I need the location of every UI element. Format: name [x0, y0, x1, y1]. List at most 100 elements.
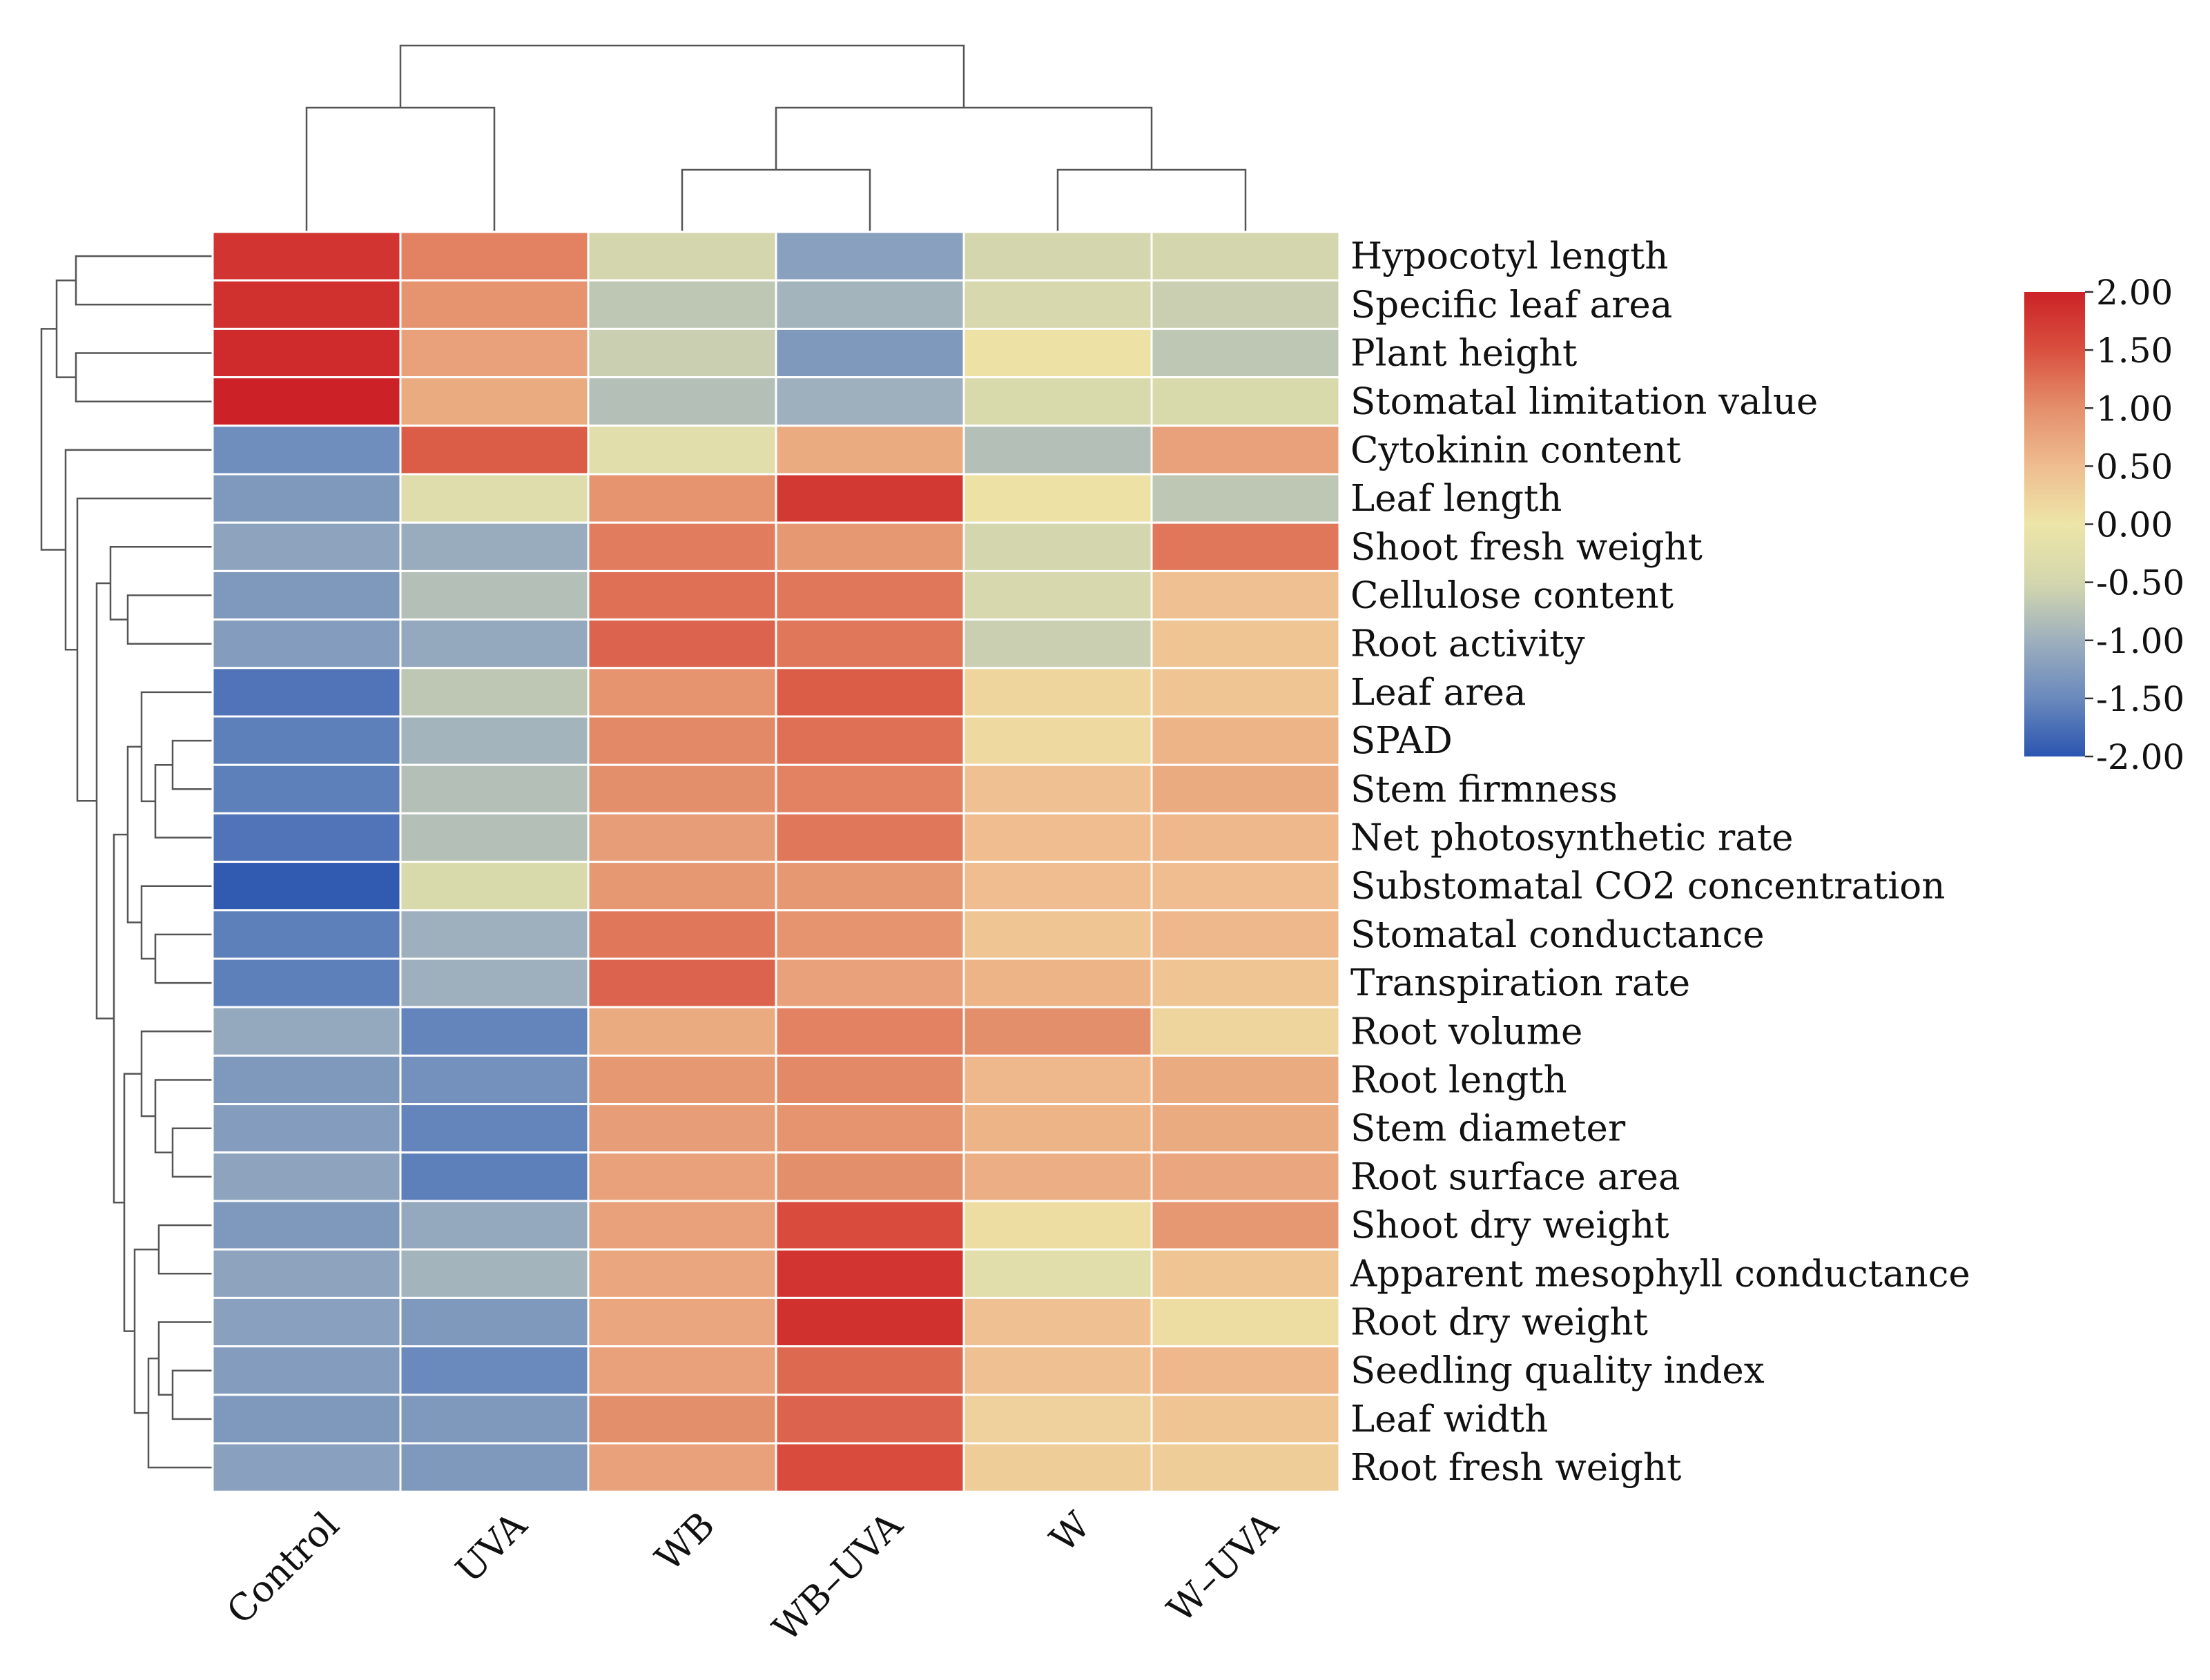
heatmap-cell	[962, 1442, 1153, 1493]
column-label: W–UVA	[1160, 1504, 1287, 1631]
dendrogram-branch	[305, 106, 496, 232]
heatmap-cell	[399, 376, 590, 427]
dendrogram-branch	[775, 106, 1153, 170]
colorbar-tick-label: 1.00	[2096, 389, 2173, 429]
dendrogram-branch	[123, 1073, 142, 1332]
heatmap-cell	[962, 231, 1153, 282]
heatmap-cell	[211, 812, 402, 863]
heatmap-cell	[962, 1394, 1153, 1445]
heatmap-cell	[211, 473, 402, 524]
heatmap-cell	[399, 1054, 590, 1106]
heatmap-cell	[587, 521, 777, 572]
heatmap-cell	[962, 1103, 1153, 1154]
heatmap-cell	[962, 279, 1153, 330]
heatmap-cell	[775, 1345, 965, 1396]
heatmap-cell	[587, 1394, 777, 1445]
heatmap-cell	[587, 1103, 777, 1154]
heatmap-cell	[399, 473, 590, 524]
heatmap-cell	[775, 279, 965, 330]
dendrogram-branch	[126, 745, 142, 924]
heatmap-cell	[775, 1442, 965, 1493]
heatmap-cell	[1150, 521, 1341, 572]
heatmap-cell	[211, 424, 402, 476]
heatmap-cell	[1150, 327, 1341, 379]
heatmap-cell	[962, 327, 1153, 379]
heatmap-cell	[211, 909, 402, 960]
heatmap-cell	[1150, 231, 1341, 282]
heatmap-cell	[775, 1006, 965, 1057]
colorbar-tick-label: -1.00	[2096, 621, 2184, 661]
heatmap-cell	[399, 957, 590, 1008]
heatmap-cell	[587, 1345, 777, 1396]
dendrogram-branch	[171, 1127, 213, 1178]
heatmap-cell	[211, 667, 402, 718]
heatmap-cell	[1150, 1296, 1341, 1348]
dendrogram-branch	[681, 168, 871, 232]
heatmap-cell	[399, 715, 590, 766]
heatmap-cell	[399, 424, 590, 476]
heatmap-cell	[1150, 1200, 1341, 1251]
heatmap-cell	[587, 424, 777, 476]
column-labels: Control UVA WB WB–UVA W W–UVA	[219, 1504, 1287, 1650]
row-label: Root dry weight	[1350, 1302, 1648, 1344]
heatmap-cell	[962, 715, 1153, 766]
heatmap-cell	[1150, 424, 1341, 476]
colorbar-tick-label: 0.50	[2096, 447, 2173, 487]
colorbar-ticks: 2.00 1.50 1.00 0.50 0.00 -0.50 -1.00 -1.50 -2.00	[2085, 273, 2184, 777]
heatmap-cell	[399, 1103, 590, 1154]
heatmap-cell	[1150, 861, 1341, 912]
heatmap-cells	[211, 231, 1341, 1493]
heatmap-cell	[775, 957, 965, 1008]
row-label: Root length	[1350, 1059, 1567, 1102]
row-label: Shoot dry weight	[1350, 1204, 1669, 1247]
heatmap-cell	[962, 1151, 1153, 1202]
heatmap-cell	[962, 812, 1153, 863]
dendrogram-branch	[64, 449, 213, 651]
heatmap-cell	[775, 812, 965, 863]
heatmap-cell	[587, 1248, 777, 1299]
row-label: Plant height	[1350, 333, 1577, 375]
heatmap-cell	[1150, 812, 1341, 863]
heatmap-cell	[399, 569, 590, 621]
heatmap-cell	[399, 763, 590, 814]
dendrogram-branch	[154, 933, 213, 984]
heatmap-cell	[962, 424, 1153, 476]
column-label: Control	[219, 1504, 347, 1632]
row-label: Cellulose content	[1350, 575, 1674, 617]
heatmap-cell	[211, 521, 402, 572]
heatmap-cell	[775, 1054, 965, 1106]
dendrogram-branch	[95, 582, 114, 1019]
heatmap-cell	[775, 376, 965, 427]
heatmap-cell	[1150, 473, 1341, 524]
heatmap-cell	[962, 1006, 1153, 1057]
colorbar-tick-label: 2.00	[2096, 273, 2173, 313]
row-label: Shoot fresh weight	[1350, 526, 1703, 568]
heatmap-cell	[1150, 1248, 1341, 1299]
dendrogram-branch	[76, 497, 213, 802]
row-label: Specific leaf area	[1350, 284, 1672, 326]
row-label: Root activity	[1350, 623, 1585, 665]
heatmap-cell	[962, 1296, 1153, 1348]
heatmap-cell	[211, 1200, 402, 1251]
heatmap-cell	[775, 521, 965, 572]
dendrogram-branch	[75, 255, 213, 306]
dendrogram-branch	[154, 1079, 213, 1154]
heatmap-cell	[1150, 618, 1341, 670]
heatmap-cell	[399, 327, 590, 379]
dendrogram-branch	[157, 1224, 213, 1275]
row-label: Stem diameter	[1350, 1108, 1626, 1150]
heatmap-cell	[587, 715, 777, 766]
heatmap-cell	[587, 1151, 777, 1202]
heatmap-cell	[399, 909, 590, 960]
heatmap-cell	[962, 861, 1153, 912]
heatmap-cell	[1150, 1054, 1341, 1106]
dendrogram-branch	[157, 1321, 213, 1396]
heatmap-cell	[1150, 957, 1341, 1008]
colorbar-tick-label: -1.50	[2096, 679, 2184, 719]
heatmap-cell	[211, 1394, 402, 1445]
heatmap-cell	[775, 861, 965, 912]
row-label: Transpiration rate	[1350, 962, 1690, 1004]
row-label: Seedling quality index	[1350, 1350, 1765, 1392]
heatmap-cell	[587, 1200, 777, 1251]
